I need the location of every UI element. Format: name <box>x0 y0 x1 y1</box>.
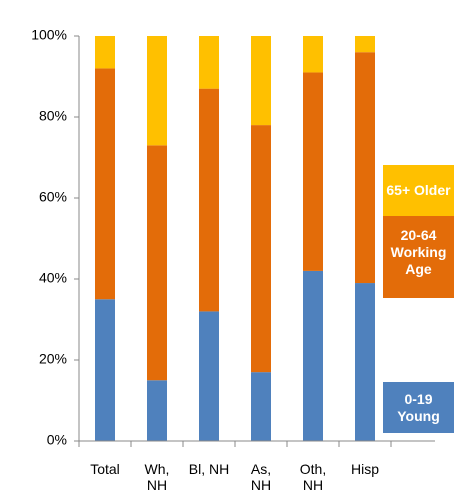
bar-segment <box>95 68 115 300</box>
bar-segment <box>303 36 323 73</box>
x-tick-label: Hisp <box>350 461 379 477</box>
bar-segment <box>251 125 271 373</box>
bar-segment <box>199 36 219 89</box>
bar-segment <box>95 36 115 69</box>
bar-segment <box>355 283 375 441</box>
y-tick-label: 0% <box>47 432 67 448</box>
legend-label: 20-64 Working Age <box>383 206 454 298</box>
y-tick-label: 60% <box>39 189 67 205</box>
legend-label: 65+ Older <box>383 165 454 216</box>
bar-segment <box>199 311 219 441</box>
bar-segment <box>355 36 375 53</box>
x-tick-label: Bl, NH <box>188 461 230 477</box>
bar-segment <box>147 145 167 381</box>
y-tick-label: 40% <box>39 270 67 286</box>
bar-segment <box>251 36 271 126</box>
x-tick-label: As, NH <box>250 461 272 493</box>
y-tick-label: 20% <box>39 351 67 367</box>
x-tick-label: Wh, NH <box>144 461 170 493</box>
bar-segment <box>303 72 323 271</box>
y-tick-label: 100% <box>31 27 67 43</box>
bar-segment <box>251 372 271 441</box>
legend-label: 0-19 Young <box>383 382 454 433</box>
x-tick-label: Oth, NH <box>299 461 327 493</box>
bar-segment <box>303 270 323 441</box>
bar-segment <box>199 88 219 312</box>
bar-segment <box>147 36 167 146</box>
x-tick-label: Total <box>90 461 120 477</box>
y-tick-label: 80% <box>39 108 67 124</box>
bar-segment <box>95 299 115 441</box>
bar-segment <box>147 380 167 441</box>
bar-segment <box>355 52 375 284</box>
